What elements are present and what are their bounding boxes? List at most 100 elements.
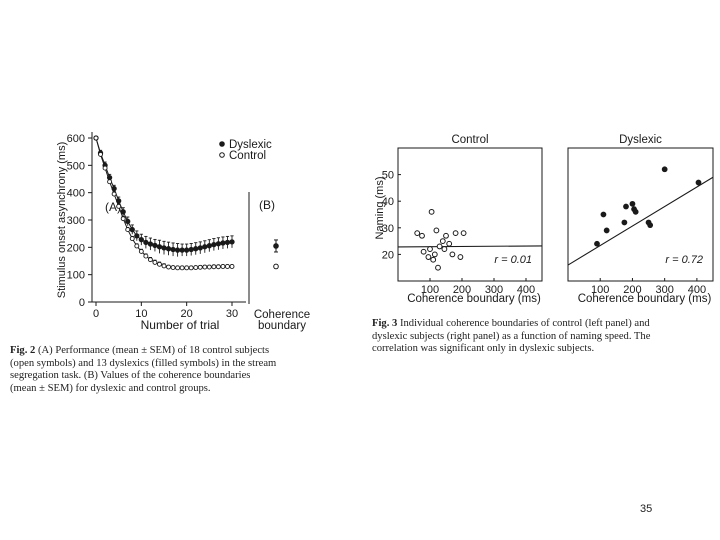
- fig2-point-dyslexic: [193, 246, 199, 252]
- fig3-control-x-axis-label: Coherence boundary (ms): [407, 293, 541, 305]
- fig2-x-axis-label: Number of trial: [141, 318, 220, 332]
- fig2-point-control: [120, 216, 126, 222]
- fig2-y-tick-label: 100: [67, 270, 85, 282]
- fig2-point-control: [134, 243, 140, 249]
- fig2-point-control: [129, 236, 135, 242]
- fig2-point-dyslexic: [224, 239, 231, 246]
- fig2-y-tick-label: 0: [79, 297, 85, 309]
- fig3-control-point: [428, 208, 435, 215]
- figure-2-caption-label: Fig. 2: [10, 345, 36, 356]
- fig2-legend-label-control: Control: [229, 150, 266, 162]
- fig2-legend-label-dyslexic: Dyslexic: [229, 139, 272, 151]
- fig2-point-control: [93, 135, 99, 141]
- fig2-point-control: [202, 264, 208, 270]
- fig2-point-dyslexic: [138, 237, 144, 243]
- fig3-dyslexic-point: [623, 203, 629, 210]
- fig2-y-axis-label: Stimulus onset asynchrony (ms): [56, 142, 68, 299]
- fig3-control-point: [425, 254, 432, 260]
- fig3-dyslexic-fit-line: [567, 176, 714, 266]
- fig2-point-control: [225, 264, 230, 269]
- fig2-point-dyslexic: [197, 245, 203, 251]
- fig2-point-control: [116, 203, 122, 209]
- fig3-dyslexic-point: [600, 211, 607, 218]
- fig3-dyslexic-point: [629, 200, 636, 207]
- fig3-control-point: [430, 256, 437, 263]
- fig3-dyslexic-point: [621, 219, 628, 226]
- fig2-point-control: [102, 165, 108, 171]
- fig3-dyslexic-x-axis-label: Coherence boundary (ms): [578, 293, 712, 305]
- fig2-point-control: [138, 248, 144, 254]
- fig2-point-dyslexic: [161, 245, 167, 251]
- fig3-control-y-tick-label: 50: [382, 170, 394, 182]
- fig2-x-tick-label: 10: [135, 308, 147, 320]
- fig3-dyslexic-x-tick-label: 300: [655, 284, 673, 296]
- fig2-x-tick-label: 20: [181, 308, 193, 320]
- fig2-point-dyslexic: [215, 241, 222, 247]
- fig2-point-dyslexic: [174, 247, 181, 253]
- fig2-point-dyslexic: [184, 247, 190, 253]
- fig3-dyslexic-x-tick-label: 200: [623, 284, 641, 296]
- fig3-control-title: Control: [451, 134, 488, 146]
- fig2-point-dyslexic: [206, 243, 212, 249]
- fig3-control-y-tick-label: 40: [382, 196, 394, 208]
- fig2-point-control: [188, 265, 194, 271]
- figure-3-caption-label: Fig. 3: [372, 318, 398, 329]
- figure-3-caption-line-3: correlation was significant only in dysl…: [372, 343, 595, 355]
- fig3-control-x-tick-label: 400: [517, 284, 535, 296]
- fig3-control-point: [457, 254, 464, 260]
- fig2-panel-b-point-control: [273, 263, 279, 270]
- figure-3-caption-line-1: Individual coherence boundaries of contr…: [397, 318, 650, 329]
- fig2-legend-marker-control: [219, 152, 225, 158]
- fig2-y-tick-label: 200: [67, 242, 85, 254]
- fig3-dyslexic-point: [632, 208, 639, 215]
- figure-2-caption: Fig. 2 (A) Performance (mean ± SEM) of 1…: [10, 345, 276, 395]
- fig3-control-annotation: r = 0.01: [494, 254, 532, 266]
- fig2-y-tick-label: 300: [67, 215, 85, 227]
- fig3-control-y-tick-label: 30: [382, 223, 394, 235]
- fig2-point-control: [170, 265, 176, 271]
- fig2-y-tick-label: 400: [67, 188, 85, 200]
- figure-3-caption: Fig. 3 Individual coherence boundaries o…: [372, 318, 650, 356]
- fig2-point-control: [220, 264, 226, 269]
- fig3-control-point: [431, 251, 438, 258]
- fig2-point-control: [111, 191, 117, 197]
- fig2-point-dyslexic: [220, 240, 226, 246]
- fig3-dyslexic-point: [647, 222, 654, 229]
- fig3-control-point: [420, 248, 427, 255]
- fig2-legend-marker-dyslexic: [219, 141, 225, 147]
- fig2-point-dyslexic: [188, 246, 194, 253]
- fig2-point-dyslexic: [129, 226, 135, 233]
- fig3-dyslexic-title: Dyslexic: [619, 134, 662, 146]
- fig2-point-control: [125, 227, 131, 233]
- fig3-control-y-axis-label: Naming (ms): [374, 177, 386, 240]
- fig3-control-frame: [397, 147, 543, 282]
- fig2-point-control: [157, 261, 162, 267]
- fig2-point-control: [184, 265, 190, 271]
- fig2-point-control: [152, 259, 158, 265]
- fig3-control-point: [419, 232, 425, 239]
- fig3-control-point: [427, 246, 433, 252]
- fig3-control-x-tick-label: 300: [485, 284, 503, 296]
- fig2-point-dyslexic: [143, 239, 149, 246]
- fig2-point-dyslexic: [134, 233, 140, 239]
- fig2-point-control: [98, 151, 103, 157]
- fig2-point-dyslexic: [156, 244, 163, 250]
- fig3-control-x-tick-label: 200: [453, 284, 471, 296]
- figure-2-caption-line-1: (A) Performance (mean ± SEM) of 18 contr…: [35, 345, 270, 356]
- fig2-point-dyslexic: [211, 241, 217, 248]
- fig2-panel-b-label-line: boundary: [258, 320, 306, 332]
- fig2-point-control: [166, 264, 171, 270]
- fig2-point-dyslexic: [165, 246, 172, 252]
- fig3-dyslexic-x-tick-label: 100: [591, 284, 609, 296]
- fig3-dyslexic-point: [695, 179, 702, 186]
- fig2-point-control: [193, 265, 199, 271]
- fig2-point-control: [211, 264, 217, 270]
- fig2-point-control: [197, 264, 203, 270]
- fig2-point-control: [107, 179, 113, 185]
- figure-2-caption-line-3: segregation task. (B) Values of the cohe…: [10, 370, 251, 382]
- fig3-control-point: [452, 230, 459, 237]
- figure-2-caption-line-2: (open symbols) and 13 dyslexics (filled …: [10, 357, 277, 369]
- fig2-y-tick-label: 600: [67, 133, 85, 145]
- fig3-control-point: [439, 238, 446, 245]
